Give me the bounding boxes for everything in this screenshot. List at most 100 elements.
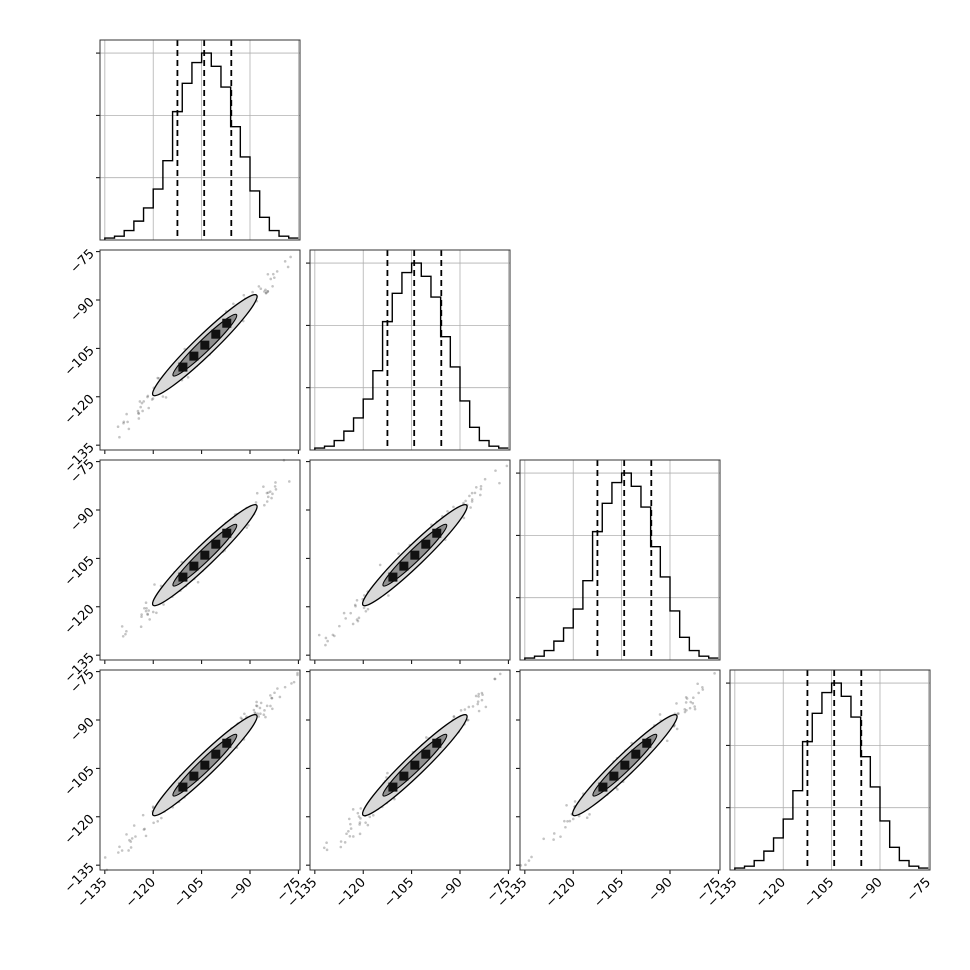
scatter-point — [144, 609, 148, 613]
density-block — [388, 572, 398, 582]
scatter-point — [143, 827, 146, 831]
scatter-point — [692, 696, 695, 699]
scatter-point — [352, 835, 355, 838]
scatter-point — [263, 290, 266, 293]
scatter-point — [463, 708, 467, 711]
scatter-point — [257, 285, 261, 288]
scatter-point — [137, 417, 141, 420]
scatter-point — [393, 797, 396, 801]
density-block — [388, 782, 398, 792]
density-block — [642, 738, 652, 748]
scatter-point — [524, 863, 527, 867]
scatter-point — [348, 834, 352, 838]
scatter-point — [140, 401, 144, 405]
scatter-point — [160, 816, 163, 820]
density-block — [432, 738, 442, 748]
scatter-point — [271, 284, 274, 288]
scatter-point — [127, 849, 130, 852]
scatter-point — [571, 817, 575, 821]
scatter-point — [480, 698, 484, 702]
panel-frame — [99, 459, 301, 661]
scatter-point — [136, 409, 140, 413]
scatter-point — [270, 696, 274, 700]
scatter-point — [468, 494, 471, 498]
scatter-point — [186, 376, 190, 379]
density-block — [609, 771, 619, 781]
scatter-point — [476, 702, 480, 706]
scatter-point — [116, 425, 120, 429]
density-block — [211, 749, 221, 759]
scatter-point — [479, 487, 483, 491]
scatter-point — [359, 817, 362, 820]
x-tick-label: −120 — [333, 875, 369, 911]
scatter-point — [161, 395, 165, 398]
scatter-point — [326, 639, 329, 643]
scatter-point — [147, 406, 151, 410]
scatter-point — [471, 705, 475, 708]
y-tick-label: −105 — [62, 553, 98, 589]
x-tick-label: −120 — [123, 875, 159, 911]
scatter-point — [141, 813, 145, 817]
scatter-point — [125, 629, 128, 633]
scatter-point — [339, 845, 343, 849]
scatter-point — [296, 673, 299, 677]
scatter-point — [577, 814, 581, 818]
scatter-point — [122, 421, 125, 425]
scatter-point — [255, 700, 258, 704]
scatter-point — [477, 695, 480, 698]
scatter-point — [139, 625, 143, 629]
scatter-point — [253, 711, 257, 714]
panel-2-0 — [96, 458, 301, 664]
scatter-point — [573, 800, 577, 803]
scatter-point — [527, 859, 531, 862]
scatter-point — [552, 832, 556, 835]
scatter-point — [713, 672, 716, 675]
scatter-point — [266, 289, 270, 293]
scatter-point — [126, 420, 129, 424]
scatter-point — [351, 622, 355, 626]
histogram-outline — [314, 262, 509, 450]
scatter-point — [530, 855, 533, 859]
histogram-outline — [104, 52, 299, 240]
scatter-point — [585, 816, 589, 820]
panel-1-1 — [306, 249, 511, 451]
scatter-point — [141, 409, 144, 413]
scatter-point — [357, 815, 361, 818]
density-block — [189, 771, 199, 781]
scatter-point — [120, 625, 124, 628]
scatter-point — [386, 771, 389, 775]
scatter-point — [387, 594, 390, 597]
scatter-point — [359, 807, 363, 810]
scatter-point — [274, 481, 277, 484]
scatter-point — [157, 376, 160, 380]
scatter-point — [137, 411, 140, 415]
panel-3-2 — [516, 669, 721, 874]
x-tick-label: −120 — [753, 875, 789, 911]
density-block — [200, 340, 210, 350]
scatter-point — [120, 849, 124, 852]
scatter-point — [242, 293, 246, 297]
scatter-point — [266, 495, 270, 499]
scatter-point — [266, 272, 270, 276]
density-block — [598, 782, 608, 792]
panel-frame — [309, 669, 511, 871]
scatter-point — [271, 707, 274, 711]
scatter-point — [675, 702, 678, 705]
scatter-point — [696, 682, 699, 686]
scatter-point — [466, 718, 470, 722]
scatter-point — [124, 632, 127, 636]
scatter-point — [364, 609, 368, 613]
scatter-point — [118, 435, 121, 439]
scatter-point — [693, 705, 696, 708]
scatter-point — [142, 828, 146, 831]
density-block — [200, 550, 210, 560]
scatter-point — [559, 835, 562, 838]
scatter-point — [498, 672, 502, 676]
scatter-point — [356, 811, 360, 815]
scatter-point — [452, 715, 456, 718]
panel-3-1 — [306, 669, 511, 874]
scatter-point — [378, 563, 382, 567]
scatter-point — [347, 817, 351, 821]
scatter-point — [271, 492, 274, 496]
scatter-point — [162, 603, 165, 606]
